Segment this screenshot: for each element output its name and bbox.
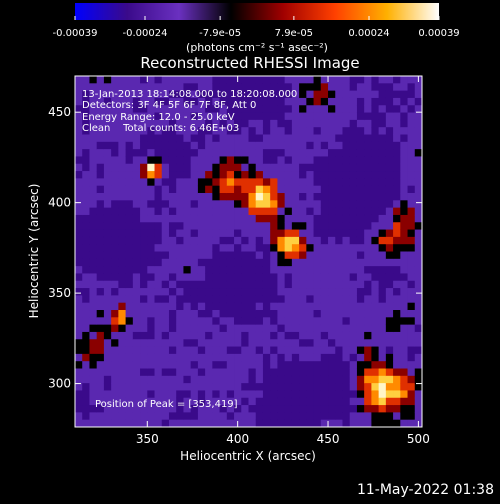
y-axis-label: Heliocentric Y (arcsec): [27, 184, 41, 319]
colorbar: -0.00039 -0.00024 -7.9e-05 7.9e-05 0.00024 0.…: [53, 3, 460, 54]
colorbar-tick-label: -0.00024: [123, 28, 168, 39]
x-tick-label: 400: [226, 432, 249, 446]
colorbar-tick-label: 0.00024: [348, 28, 389, 39]
annotation-peak-position: Position of Peak = [353,419]: [95, 399, 238, 410]
heatmap-cells: [75, 76, 422, 427]
y-tick-label: 400: [48, 196, 71, 210]
colorbar-tick-label: 0.00039: [418, 28, 459, 39]
annotations: 13-Jan-2013 18:14:08.000 to 18:20:08.000…: [82, 89, 297, 410]
colorbar-tick-label: -0.00039: [53, 28, 98, 39]
chart-title: Reconstructed RHESSI Image: [140, 54, 359, 72]
annotation-energy-range: Energy Range: 12.0 - 25.0 keV: [82, 112, 235, 123]
plot-frame: [74, 75, 423, 428]
colorbar-ticks: -0.00039 -0.00024 -7.9e-05 7.9e-05 0.00024 0.…: [53, 16, 460, 39]
x-axis-label: Heliocentric X (arcsec): [180, 449, 316, 463]
y-tick-label: 300: [48, 377, 71, 391]
date-stamp: 11-May-2022 01:38: [356, 482, 494, 498]
colorbar-strip: [75, 3, 439, 20]
x-tick-label: 500: [407, 432, 430, 446]
annotation-detectors: Detectors: 3F 4F 5F 6F 7F 8F, Att 0: [82, 100, 256, 111]
colorbar-tick-label: 7.9e-05: [275, 28, 313, 39]
axis-ticks: 350 400 450 500 300 350 400 450: [48, 76, 430, 446]
colorbar-unit-label: (photons cm⁻² s⁻¹ asec⁻²): [186, 41, 328, 54]
x-tick-label: 350: [136, 432, 159, 446]
colorbar-tick-label: -7.9e-05: [199, 28, 241, 39]
plot-area: 350 400 450 500 300 350 400 450: [48, 75, 430, 446]
y-tick-label: 450: [48, 105, 71, 119]
annotation-clean-info: Clean Total counts: 6.46E+03: [82, 123, 239, 134]
y-tick-label: 350: [48, 286, 71, 300]
annotation-time-range: 13-Jan-2013 18:14:08.000 to 18:20:08.000: [82, 89, 297, 100]
x-tick-label: 450: [317, 432, 340, 446]
